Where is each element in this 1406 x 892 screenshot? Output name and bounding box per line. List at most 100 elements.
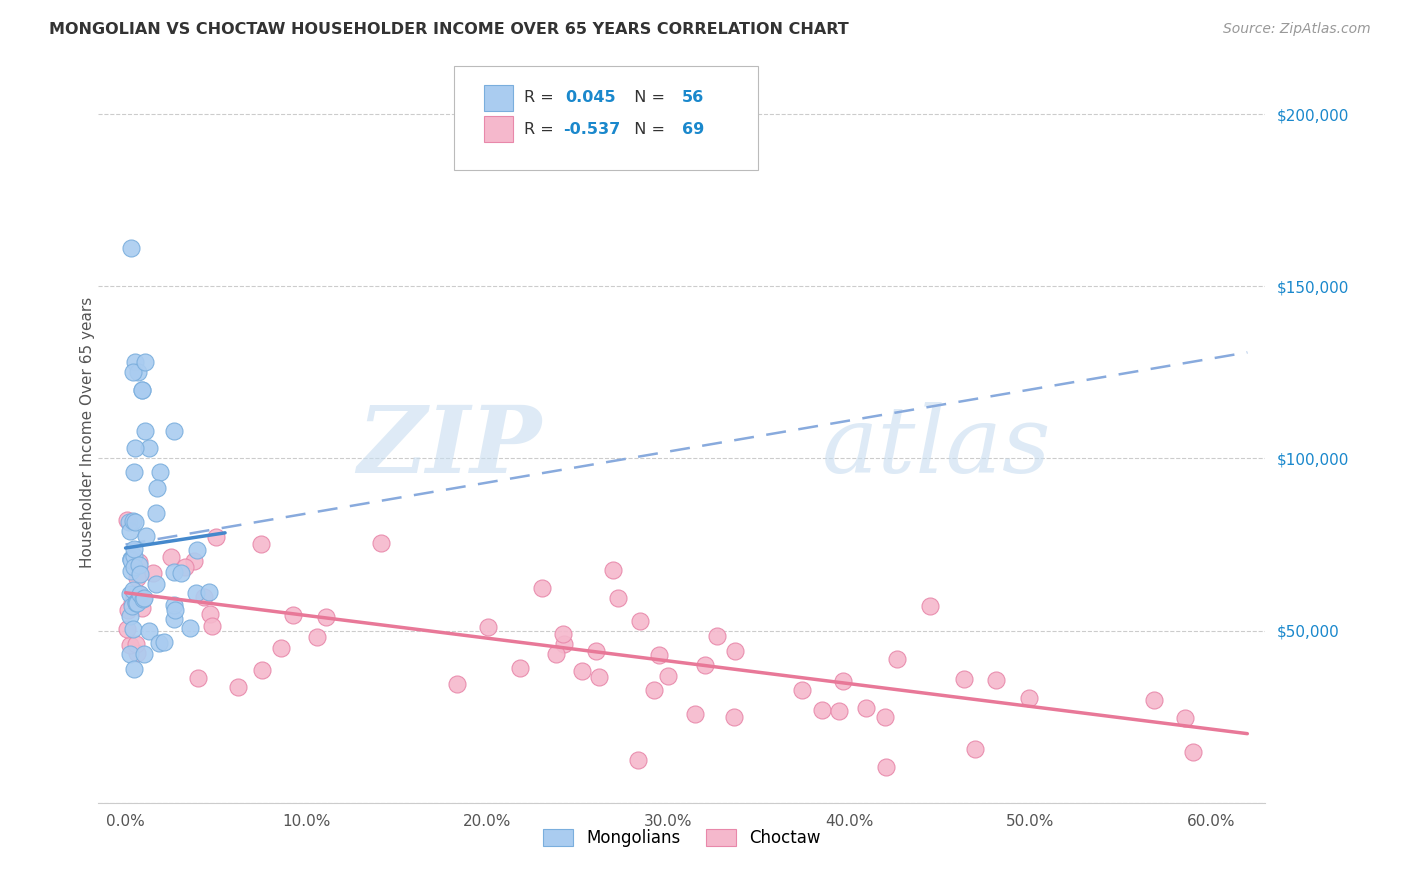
Point bbox=[509, 660, 531, 674]
Point bbox=[855, 701, 877, 715]
Point bbox=[163, 603, 186, 617]
Text: ZIP: ZIP bbox=[357, 402, 541, 492]
Point bbox=[122, 622, 145, 636]
Point bbox=[315, 610, 337, 624]
Point bbox=[131, 383, 153, 397]
Point bbox=[121, 596, 143, 610]
Point bbox=[683, 706, 706, 721]
Point bbox=[184, 585, 207, 599]
Point bbox=[121, 599, 143, 613]
Point bbox=[152, 635, 174, 649]
Point bbox=[118, 587, 141, 601]
Point bbox=[138, 624, 160, 638]
Point bbox=[198, 607, 221, 622]
Point bbox=[724, 643, 747, 657]
Point bbox=[118, 647, 141, 661]
Point bbox=[134, 424, 156, 438]
Point bbox=[626, 753, 648, 767]
Point bbox=[117, 603, 139, 617]
FancyBboxPatch shape bbox=[484, 116, 513, 143]
Point bbox=[551, 627, 574, 641]
Point bbox=[129, 586, 152, 600]
Point bbox=[128, 567, 150, 582]
Point bbox=[145, 481, 167, 495]
Point bbox=[127, 646, 149, 660]
Point bbox=[706, 629, 728, 643]
Point bbox=[831, 673, 853, 688]
Point bbox=[142, 566, 165, 580]
Point bbox=[125, 596, 148, 610]
Point bbox=[122, 592, 145, 607]
Point bbox=[120, 552, 142, 566]
Point bbox=[132, 647, 155, 661]
Text: R =: R = bbox=[524, 121, 560, 136]
Point bbox=[128, 555, 150, 569]
Point bbox=[571, 664, 593, 678]
Point bbox=[118, 639, 141, 653]
Point bbox=[120, 608, 142, 623]
Point bbox=[198, 584, 221, 599]
Text: R =: R = bbox=[524, 90, 560, 105]
Point bbox=[828, 704, 851, 718]
Point bbox=[124, 559, 146, 574]
Point bbox=[228, 680, 250, 694]
Point bbox=[138, 441, 160, 455]
Point bbox=[963, 742, 986, 756]
Point bbox=[122, 582, 145, 597]
Point bbox=[132, 591, 155, 605]
Point bbox=[193, 591, 215, 605]
Point bbox=[1143, 693, 1166, 707]
Point bbox=[628, 615, 651, 629]
Point bbox=[122, 542, 145, 557]
Point bbox=[953, 673, 976, 687]
Point bbox=[1018, 691, 1040, 706]
Point bbox=[128, 587, 150, 601]
Text: 69: 69 bbox=[682, 121, 704, 136]
Point bbox=[162, 612, 184, 626]
Point bbox=[920, 599, 942, 613]
Point bbox=[370, 535, 392, 549]
Point bbox=[792, 683, 814, 698]
Point bbox=[657, 669, 679, 683]
Point bbox=[132, 591, 155, 606]
Text: atlas: atlas bbox=[823, 402, 1052, 492]
Point bbox=[875, 759, 897, 773]
Point bbox=[124, 355, 146, 369]
Point bbox=[134, 355, 156, 369]
Point bbox=[160, 549, 183, 564]
Text: 56: 56 bbox=[682, 90, 704, 105]
Point bbox=[607, 591, 630, 605]
Point bbox=[174, 560, 197, 574]
Point bbox=[1182, 746, 1205, 760]
Point bbox=[163, 598, 186, 612]
Point bbox=[121, 596, 143, 610]
Text: N =: N = bbox=[624, 121, 669, 136]
Y-axis label: Householder Income Over 65 years: Householder Income Over 65 years bbox=[80, 297, 94, 568]
Text: 0.045: 0.045 bbox=[565, 90, 616, 105]
Point bbox=[122, 662, 145, 676]
Point bbox=[553, 637, 575, 651]
Point bbox=[145, 577, 167, 591]
Point bbox=[118, 515, 141, 529]
Point bbox=[446, 677, 468, 691]
Point bbox=[186, 543, 208, 558]
Point bbox=[477, 620, 499, 634]
Point bbox=[205, 531, 228, 545]
Legend: Mongolians, Choctaw: Mongolians, Choctaw bbox=[537, 822, 827, 854]
Point bbox=[530, 581, 553, 595]
Point bbox=[124, 515, 146, 529]
Point bbox=[648, 648, 671, 662]
Text: -0.537: -0.537 bbox=[562, 121, 620, 136]
Point bbox=[183, 554, 205, 568]
Point bbox=[117, 622, 139, 636]
Point bbox=[124, 595, 146, 609]
Point bbox=[588, 670, 610, 684]
Point bbox=[118, 524, 141, 539]
Point bbox=[124, 465, 146, 479]
Point bbox=[148, 636, 170, 650]
Point bbox=[986, 673, 1008, 687]
Point bbox=[122, 589, 145, 603]
Point bbox=[305, 630, 328, 644]
Point bbox=[120, 553, 142, 567]
Point bbox=[117, 513, 139, 527]
